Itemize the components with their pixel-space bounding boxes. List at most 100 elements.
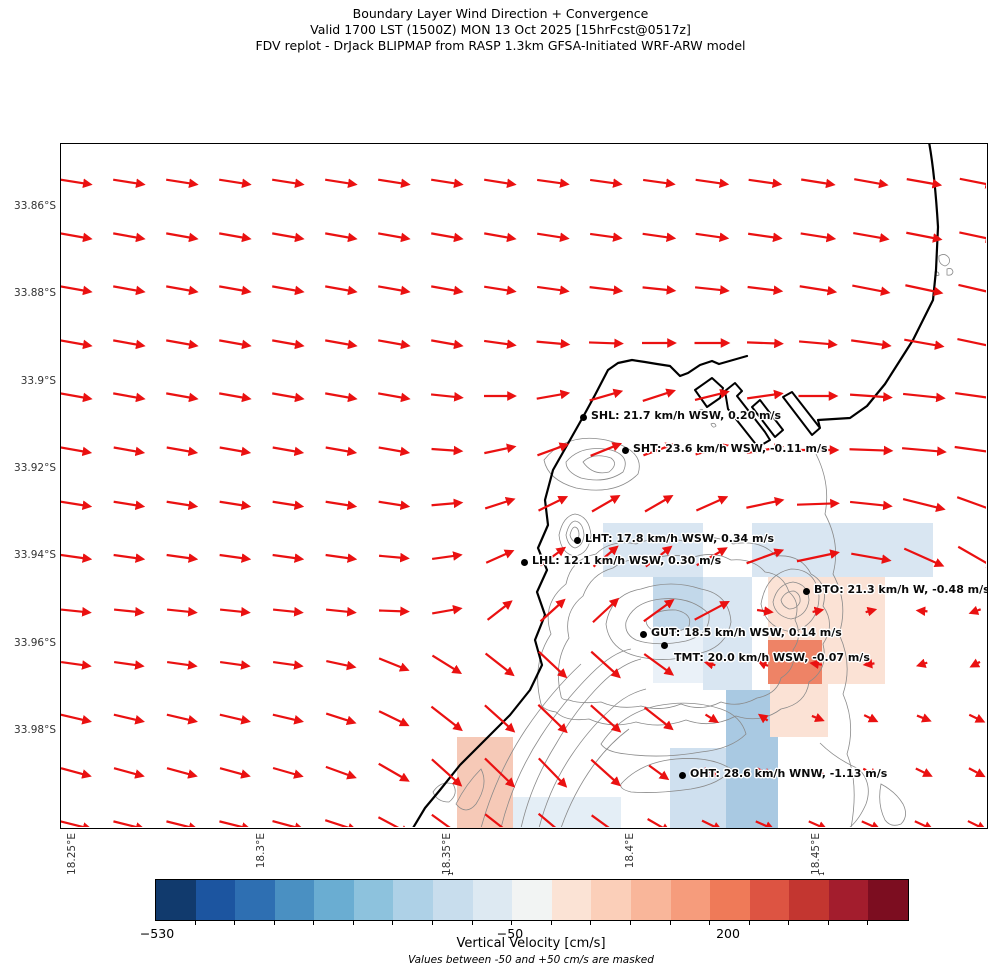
wind-vector-arrow [378, 762, 410, 782]
colorbar-top-mark: 1 [818, 871, 826, 876]
wind-vector-arrow [957, 337, 986, 347]
colorbar-segment [393, 880, 434, 920]
colorbar-tick [392, 921, 394, 925]
harbor-pier [817, 419, 821, 429]
wind-vector-arrow [642, 388, 676, 402]
wind-vector-arrow [113, 285, 146, 296]
wind-vector-arrow [591, 495, 621, 513]
wind-vector-arrow [325, 339, 358, 350]
vertical-velocity-patch [653, 630, 703, 683]
wind-vector-arrow [272, 766, 304, 779]
wind-vector-arrow [748, 178, 783, 189]
wind-vector-arrow [61, 767, 92, 779]
wind-vector-arrow [61, 339, 93, 350]
wind-vector-arrow [643, 599, 675, 623]
terrain-contour [565, 448, 626, 481]
wind-vector-arrow [166, 446, 199, 457]
wind-vector-arrow [431, 232, 464, 243]
wind-vector-arrow [536, 338, 571, 349]
wind-vector-arrow [325, 178, 358, 189]
wind-vector-arrow [849, 500, 893, 511]
wind-vector-arrow [272, 285, 305, 296]
colorbar-segment [433, 880, 473, 920]
wind-vector-arrow [959, 177, 986, 189]
wind-vector-arrow [796, 498, 840, 509]
colorbar-tick-label: −530 [139, 926, 175, 941]
wind-vector-arrow [113, 767, 145, 779]
latitude-tick-label: 33.88°S [14, 287, 56, 299]
wind-vector-arrow [378, 500, 411, 510]
wind-vector-arrow [166, 178, 199, 189]
colorbar-segment [353, 880, 394, 920]
wind-vector-arrow [219, 820, 252, 827]
coastline [816, 144, 940, 422]
figure-title-line3: FDV replot - DrJack BLIPMAP from RASP 1.… [255, 38, 746, 53]
wind-vector-arrow [378, 446, 411, 457]
colorbar-tick [234, 921, 236, 925]
colorbar-segment [472, 880, 513, 920]
wind-vector-arrow [862, 658, 875, 669]
wind-vector-arrow [812, 606, 825, 617]
latitude-tick-label: 33.86°S [14, 200, 56, 212]
terrain-contour [946, 268, 954, 276]
wind-vector-arrow [325, 765, 357, 780]
wind-vector-arrow [703, 659, 716, 670]
wind-vector-arrow [956, 496, 986, 509]
wind-vector-arrow [538, 757, 568, 788]
wind-vector-arrow [166, 553, 199, 563]
station-label-sht: SHT: 23.6 km/h WSW, -0.11 m/s [633, 442, 828, 455]
wind-vector-arrow [747, 285, 784, 295]
wind-vector-arrow [589, 232, 623, 242]
colorbar-tick [748, 921, 750, 925]
figure-title-block: Boundary Layer Wind Direction + Converge… [0, 6, 1001, 54]
wind-vector-arrow [588, 338, 624, 349]
colorbar-tick [709, 921, 711, 925]
wind-vector-arrow [800, 232, 837, 243]
colorbar-tick [194, 921, 196, 925]
wind-vector-arrow [430, 705, 463, 732]
wind-vector-arrow [61, 500, 93, 510]
colorbar-segment [868, 880, 908, 920]
wind-vector-arrow [113, 553, 146, 563]
wind-vector-arrow [538, 496, 569, 512]
wind-vector-arrow [537, 442, 570, 457]
terrain-contour [710, 422, 717, 428]
wind-vector-arrow [695, 495, 729, 512]
wind-vector-arrow [537, 812, 557, 827]
wind-vector-arrow [694, 285, 730, 295]
wind-vector-arrow [957, 545, 986, 569]
wind-vector-arrow [755, 820, 775, 827]
wind-vector-arrow [113, 660, 145, 670]
colorbar-tick [471, 921, 473, 925]
wind-vector-arrow [378, 606, 410, 617]
wind-vector-arrow [166, 713, 198, 725]
terrain-contour [625, 598, 710, 645]
colorbar-tick [629, 921, 631, 925]
colorbar-tick [669, 921, 671, 925]
station-marker-tmt [660, 641, 668, 649]
terrain-contour [819, 742, 869, 827]
wind-vector-arrow [378, 552, 410, 563]
wind-vector-arrow [969, 658, 981, 668]
wind-vector-arrow [219, 553, 252, 563]
wind-vector-arrow [166, 820, 199, 827]
terrain-contour [480, 663, 582, 827]
wind-vector-arrow [166, 232, 199, 243]
wind-vector-arrow [590, 442, 623, 457]
terrain-contour [698, 408, 705, 414]
longitude-tick-label: 18.4°E [624, 833, 636, 869]
wind-vector-arrow [592, 597, 620, 624]
vertical-velocity-patch [770, 684, 828, 737]
wind-vector-arrow [694, 388, 730, 402]
wind-vector-arrow [484, 757, 516, 788]
wind-vector-arrow [325, 500, 358, 510]
wind-vector-arrow [851, 552, 892, 564]
wind-vector-arrow [589, 388, 624, 402]
wind-vector-arrow [799, 285, 838, 296]
harbor-pier [724, 382, 771, 448]
wind-vector-arrow [484, 704, 516, 733]
colorbar-segment [749, 880, 790, 920]
wind-vector-arrow [643, 653, 675, 676]
wind-vector-arrow [643, 442, 676, 457]
colorbar-tick-label: 200 [716, 926, 740, 941]
